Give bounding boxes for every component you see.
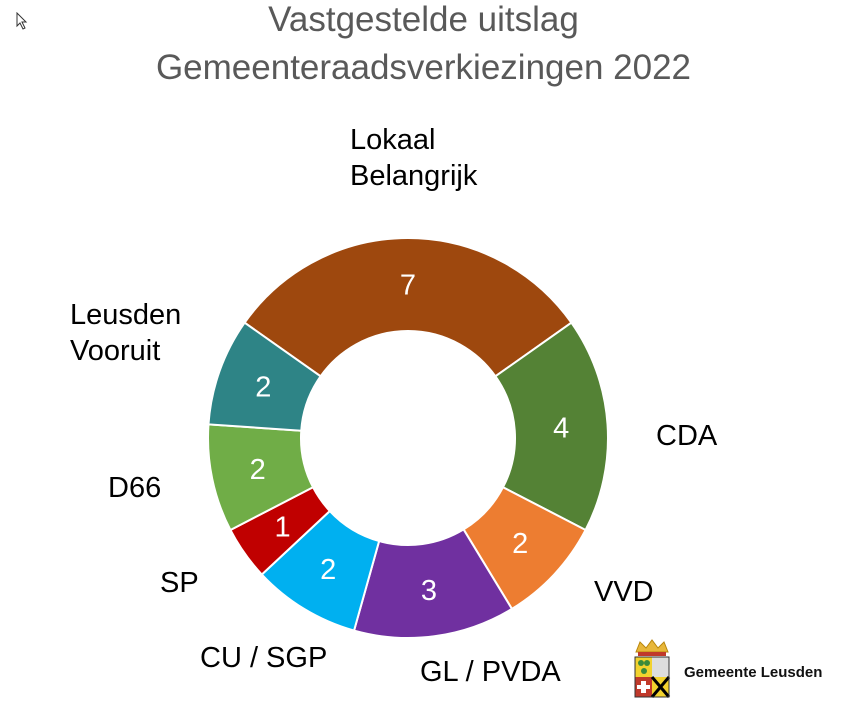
data-label: 7 [400,270,416,302]
chart-title-line-1: Vastgestelde uitslag [268,0,579,39]
data-label: 2 [250,454,266,486]
logo-text: Gemeente Leusden [684,664,823,681]
category-label-gl-pvda: GL / PVDA [420,656,561,688]
data-label: 3 [421,575,437,607]
mouse-cursor-icon [16,12,28,30]
category-label-d66: D66 [108,472,162,504]
data-label: 2 [320,554,336,586]
category-label-cda: CDA [656,420,718,452]
category-label-cu-sgp: CU / SGP [200,642,328,674]
category-label-vvd: VVD [594,576,654,608]
category-label-leusden-vooruit: Leusden Vooruit [70,299,182,367]
category-label-lokaal-belangrijk: Lokaal Belangrijk [350,124,478,192]
data-label: 4 [553,413,569,445]
chart-title-line-2: Gemeenteraadsverkiezingen 2022 [155,48,692,87]
gemeente-leusden-coat-of-arms-logo [634,639,671,698]
data-label: 1 [275,512,291,544]
donut-slice-cda [494,321,609,532]
donut-slice-leusden-vooruit [207,321,322,432]
data-label: 2 [512,528,528,560]
data-label: 2 [255,372,271,404]
category-label-sp: SP [160,567,199,599]
donut-slice-lokaal-belangrijk [243,237,573,378]
